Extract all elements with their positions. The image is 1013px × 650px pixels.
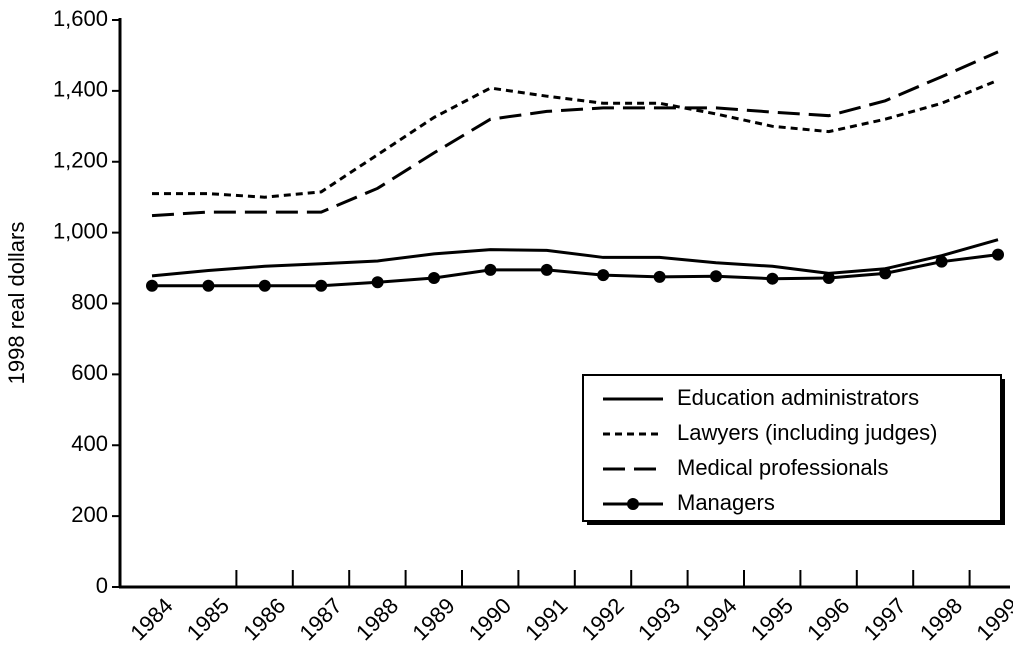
series-line [152, 78, 999, 199]
series-line [152, 253, 999, 288]
x-tick-label: 1993 [633, 593, 685, 645]
series-marker [879, 267, 892, 280]
legend-marker [627, 498, 639, 510]
series-marker [202, 279, 215, 292]
series-marker [766, 272, 779, 285]
series-marker [484, 263, 497, 276]
y-tick-label: 800 [71, 289, 108, 314]
series-line [151, 50, 999, 218]
x-tick-label: 1985 [182, 593, 234, 645]
y-tick-label: 1,400 [53, 77, 108, 102]
x-tick-label: 1992 [577, 593, 629, 645]
series-marker [822, 271, 835, 284]
series-marker [371, 276, 384, 289]
y-tick-label: 600 [71, 360, 108, 385]
y-tick-label: 200 [71, 502, 108, 527]
x-tick-label: 1984 [125, 593, 177, 645]
x-tick-label: 1999 [971, 593, 1013, 645]
legend-label: Managers [677, 490, 775, 515]
y-tick-label: 1,600 [53, 6, 108, 31]
series-marker [315, 279, 328, 292]
x-tick-label: 1987 [295, 593, 347, 645]
legend-label: Lawyers (including judges) [677, 420, 937, 445]
series-marker [258, 279, 271, 292]
series-marker [710, 270, 722, 283]
legend-label: Education administrators [677, 385, 919, 410]
series-marker [597, 269, 610, 282]
series-marker [992, 248, 1004, 261]
x-tick-label: 1994 [689, 593, 741, 645]
y-tick-label: 1,000 [53, 218, 108, 243]
y-tick-label: 1,200 [53, 148, 108, 173]
x-tick-label: 1995 [746, 593, 798, 645]
x-tick-label: 1988 [351, 593, 403, 645]
x-tick-label: 1991 [520, 593, 572, 645]
x-tick-label: 1986 [238, 593, 290, 645]
y-tick-label: 400 [71, 431, 108, 456]
x-tick-label: 1989 [407, 593, 459, 645]
legend-label: Medical professionals [677, 455, 889, 480]
x-tick-label: 1990 [464, 593, 516, 645]
series-marker [146, 279, 158, 292]
series-line [151, 238, 999, 278]
y-tick-label: 0 [96, 573, 108, 598]
y-axis-label: 1998 real dollars [4, 222, 29, 385]
series-marker [540, 263, 553, 276]
x-tick-label: 1996 [802, 593, 854, 645]
series-marker [653, 270, 666, 283]
series-marker [428, 271, 440, 284]
x-tick-label: 1998 [915, 593, 967, 645]
x-tick-label: 1997 [859, 593, 911, 645]
series-marker [935, 255, 948, 268]
